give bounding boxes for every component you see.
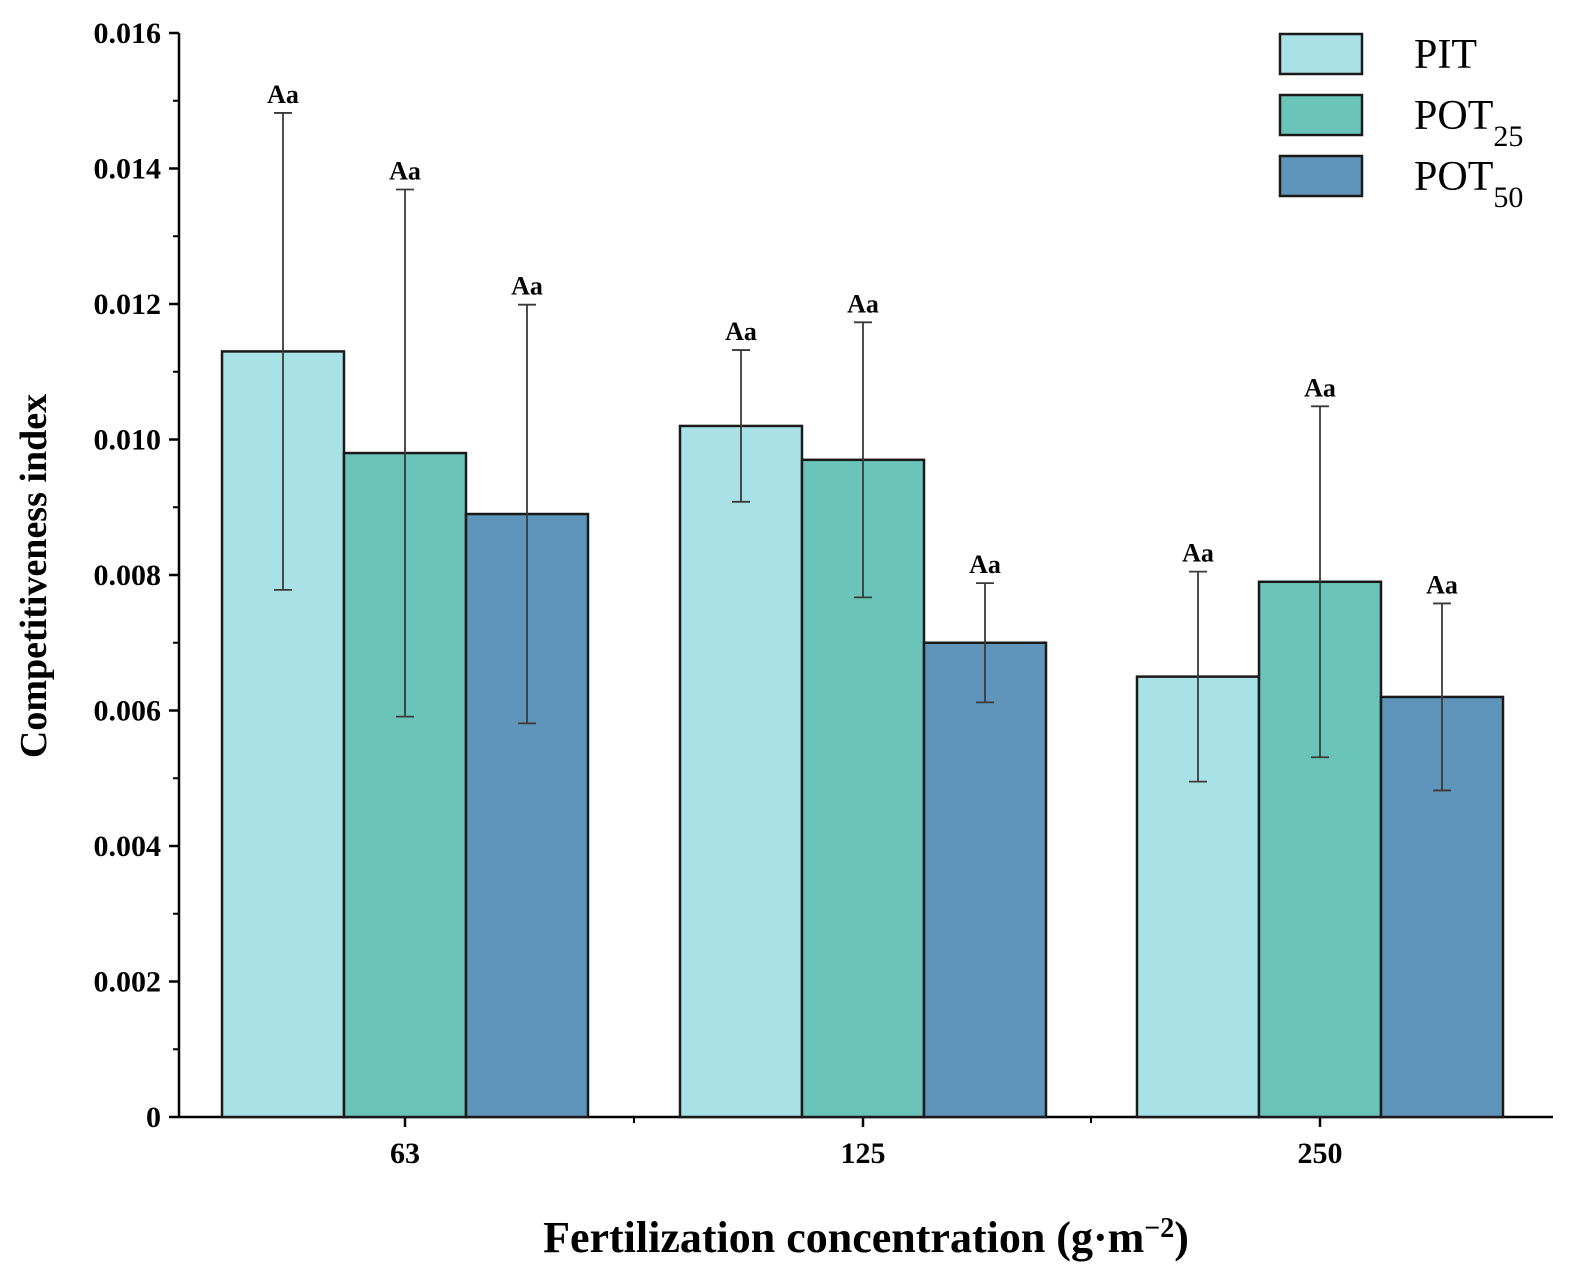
y-tick-label: 0.012 (94, 288, 162, 321)
x-axis-title-text: Fertilization concentration (g·m (543, 1213, 1144, 1262)
significance-label: Aa (1182, 539, 1214, 568)
legend-swatch-POT50 (1278, 154, 1364, 198)
legend-swatch-POT25 (1278, 93, 1364, 137)
legend-label-subscript: 50 (1493, 181, 1523, 214)
y-tick-label: 0.002 (94, 966, 162, 999)
significance-label: Aa (725, 317, 757, 346)
y-axis: 0 0.002 0.004 0.006 0.008 0.010 0.012 0.014 0.01… (94, 17, 181, 1134)
legend-label-subscript: 25 (1493, 120, 1523, 153)
error-bars (274, 112, 1451, 792)
y-axis-title: Competitiveness index (13, 394, 55, 758)
x-axis-title: Fertilization concentration (g·m−2) (543, 1213, 1189, 1263)
y-tick-label: 0 (146, 1101, 161, 1134)
y-tick-label: 0.016 (94, 17, 162, 50)
x-axis-title-end: ) (1174, 1213, 1189, 1262)
bars (220, 350, 1505, 1119)
significance-label: Aa (511, 272, 543, 301)
legend-swatch-PIT (1278, 32, 1364, 76)
legend-label-base: PIT (1414, 32, 1477, 78)
significance-label: Aa (847, 289, 879, 318)
significance-label: Aa (1304, 373, 1336, 402)
legend-label-base: POT (1414, 93, 1493, 139)
x-tick-label: 63 (390, 1137, 420, 1170)
legend-label-base: POT (1414, 154, 1493, 200)
y-tick-label: 0.006 (94, 695, 162, 728)
x-axis: 63 125 250 (179, 1115, 1553, 1170)
y-tick-label: 0.014 (94, 153, 162, 186)
bar-POT50-125 (922, 641, 1048, 1119)
x-axis-title-superscript: −2 (1144, 1213, 1174, 1244)
bar-PIT-125 (678, 424, 804, 1119)
significance-labels: Aa Aa Aa Aa Aa Aa Aa Aa Aa (267, 80, 1458, 600)
significance-label: Aa (1426, 570, 1458, 599)
significance-label: Aa (389, 157, 421, 186)
significance-label: Aa (267, 80, 299, 109)
y-tick-label: 0.010 (94, 424, 162, 457)
legend-label-POT50: POT50 (1414, 154, 1523, 214)
legend-label-POT25: POT25 (1414, 93, 1523, 153)
legend-label-PIT: PIT (1414, 32, 1477, 78)
y-tick-label: 0.008 (94, 559, 162, 592)
y-tick-label: 0.004 (94, 830, 162, 863)
x-tick-label: 250 (1298, 1137, 1343, 1170)
significance-label: Aa (969, 550, 1001, 579)
x-tick-label: 125 (841, 1137, 886, 1170)
